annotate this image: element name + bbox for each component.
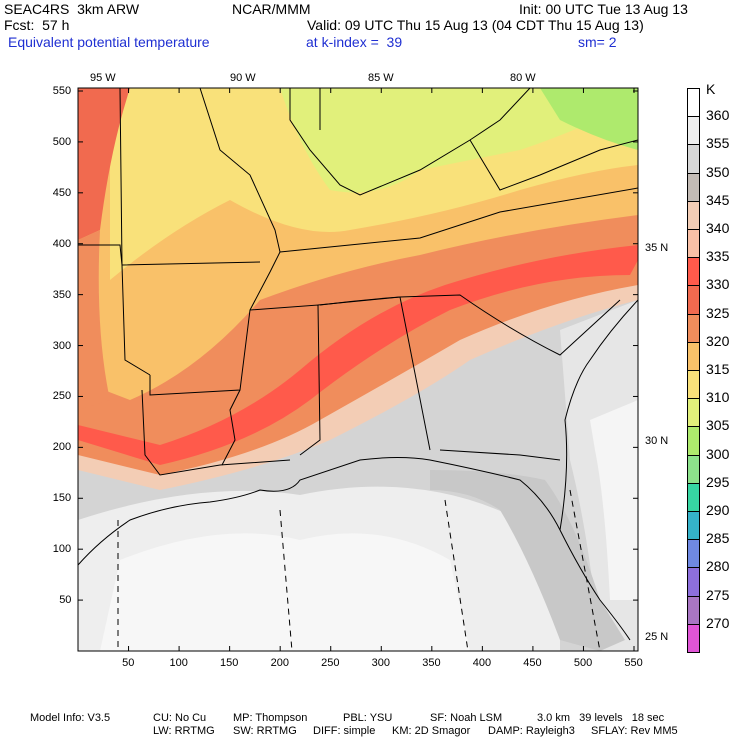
colorbar-label: 280 xyxy=(706,558,730,575)
plot-frame xyxy=(77,87,639,652)
colorbar-label: 360 xyxy=(706,107,730,124)
valid-time: Valid: 09 UTC Thu 15 Aug 13 (04 CDT Thu … xyxy=(307,17,644,33)
y-tick-label: 350 xyxy=(52,288,72,301)
colorbar-swatch xyxy=(687,567,700,597)
colorbar-label: 335 xyxy=(706,248,730,265)
x-tick-label: 400 xyxy=(472,657,492,669)
y-tick-label: 150 xyxy=(52,492,72,505)
smoothing-label: sm= 2 xyxy=(578,34,617,50)
colorbar-label: 295 xyxy=(706,473,730,490)
y-tick-label: 400 xyxy=(52,237,72,250)
field-name: Equivalent potential temperature xyxy=(8,34,210,50)
colorbar-swatch xyxy=(687,257,700,287)
x-tick-label: 550 xyxy=(624,657,643,669)
lat-label-25n: 25 N xyxy=(645,631,669,643)
colorbar-swatch xyxy=(687,285,700,315)
level-label: at k-index = 39 xyxy=(306,34,403,50)
lon-label-95w: 95 W xyxy=(90,72,116,84)
colorbar-swatch xyxy=(687,426,700,456)
colorbar-label: 290 xyxy=(706,502,730,518)
state-borders xyxy=(78,88,638,476)
colorbar-swatch xyxy=(687,229,700,259)
lon-label-85w: 85 W xyxy=(368,72,394,84)
colorbar-label: 345 xyxy=(706,191,730,208)
colorbar-label: 320 xyxy=(706,332,730,349)
colorbar-swatch xyxy=(687,200,700,230)
footer-pbl: PBL: YSU xyxy=(343,712,393,724)
x-tick-label: 200 xyxy=(270,657,289,669)
colorbar-label: 315 xyxy=(706,361,730,377)
x-tick-label: 350 xyxy=(422,657,441,669)
colorbar-swatch xyxy=(687,398,700,428)
coastline xyxy=(78,299,638,641)
forecast-hour: Fcst: 57 h xyxy=(4,17,70,33)
footer-grid: 3.0 km 39 levels 18 sec xyxy=(537,712,665,724)
colorbar-swatch xyxy=(687,511,700,541)
x-tick-label: 450 xyxy=(523,657,542,669)
org-label: NCAR/MMM xyxy=(232,1,311,17)
axis-ticks xyxy=(78,88,638,651)
x-tick-label: 100 xyxy=(169,657,188,669)
colorbar-label: 330 xyxy=(706,276,730,293)
colorbar-label: 355 xyxy=(706,135,730,152)
x-tick-label: 300 xyxy=(371,657,391,669)
colorbar-swatch xyxy=(687,144,700,174)
colorbar-swatch xyxy=(687,172,700,202)
colorbar-swatch xyxy=(687,370,700,400)
x-tick-label: 150 xyxy=(220,657,239,669)
footer-model-info: Model Info: V3.5 xyxy=(30,712,111,724)
colorbar-label: 305 xyxy=(706,417,730,434)
footer-sflay: SFLAY: Rev MM5 xyxy=(591,725,678,737)
lat-label-35n: 35 N xyxy=(645,242,669,254)
colorbar-swatch xyxy=(687,116,700,146)
temperature-field xyxy=(78,88,638,651)
lon-label-80w: 80 W xyxy=(510,72,536,84)
graticule xyxy=(117,489,601,651)
footer-diff: DIFF: simple xyxy=(313,725,376,737)
footer-cu: CU: No Cu xyxy=(153,712,207,724)
footer-sf: SF: Noah LSM xyxy=(430,712,503,724)
colorbar-label: 350 xyxy=(706,163,730,180)
colorbar-swatch xyxy=(687,313,700,343)
init-time: Init: 00 UTC Tue 13 Aug 13 xyxy=(519,1,688,17)
footer-sw: SW: RRTMG xyxy=(233,725,297,737)
colorbar-swatch xyxy=(687,454,700,484)
colorbar-swatch xyxy=(687,482,700,512)
x-tick-label: 50 xyxy=(122,657,135,669)
colorbar-swatch xyxy=(687,595,700,625)
y-tick-label: 250 xyxy=(52,390,72,403)
colorbar-swatch xyxy=(687,623,700,653)
lat-label-30n: 30 N xyxy=(645,435,669,447)
footer-lw: LW: RRTMG xyxy=(153,725,215,737)
y-tick-label: 500 xyxy=(52,135,72,148)
colorbar-swatch xyxy=(687,341,700,371)
y-tick-label: 50 xyxy=(59,594,72,607)
colorbar-unit: K xyxy=(706,81,716,97)
colorbar-label: 310 xyxy=(706,389,730,406)
colorbar-label: 325 xyxy=(706,304,730,321)
x-tick-label: 500 xyxy=(573,657,593,669)
y-tick-label: 300 xyxy=(52,339,72,352)
y-tick-label: 450 xyxy=(52,186,72,199)
colorbar-label: 275 xyxy=(706,586,730,603)
colorbar-swatch xyxy=(687,539,700,569)
footer-mp: MP: Thompson xyxy=(233,712,308,724)
y-tick-label: 100 xyxy=(52,543,72,556)
y-tick-label: 200 xyxy=(52,441,72,454)
colorbar-label: 340 xyxy=(706,220,730,236)
colorbar-swatch xyxy=(687,88,700,118)
y-tick-label: 550 xyxy=(52,85,72,97)
colorbar-label: 285 xyxy=(706,530,730,547)
footer-damp: DAMP: Rayleigh3 xyxy=(488,725,575,737)
colorbar-label: 270 xyxy=(706,614,730,631)
x-tick-label: 250 xyxy=(321,657,340,669)
colorbar-label: 300 xyxy=(706,445,730,462)
model-title: SEAC4RS 3km ARW xyxy=(4,1,140,17)
lon-label-90w: 90 W xyxy=(230,72,256,84)
footer-km: KM: 2D Smagor xyxy=(392,725,471,737)
